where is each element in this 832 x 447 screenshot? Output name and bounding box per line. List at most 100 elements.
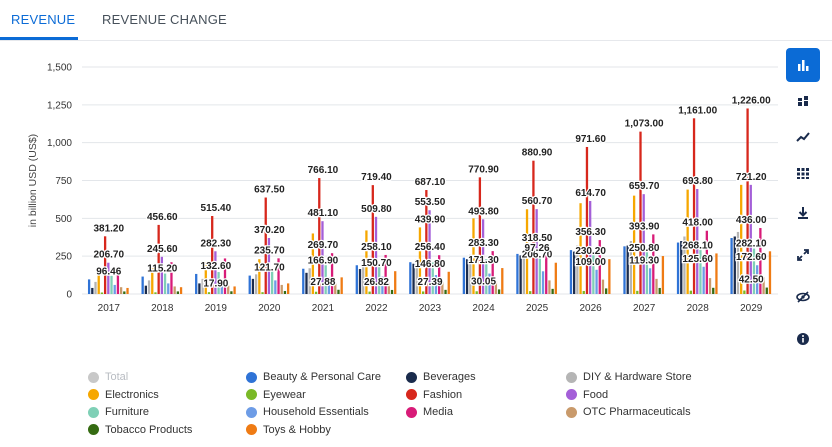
bar (494, 281, 498, 294)
bar (545, 245, 548, 294)
bar (378, 263, 381, 294)
x-tick-label: 2017 (98, 303, 121, 314)
data-label: 245.60 (147, 244, 178, 255)
legend-label: Media (423, 406, 453, 418)
legend-item[interactable]: Toys & Hobby (246, 424, 331, 436)
legend-item[interactable]: Food (566, 389, 608, 401)
bar (91, 287, 94, 294)
bar (636, 290, 639, 294)
legend-item[interactable]: Beauty & Personal Care (246, 371, 381, 383)
data-label: 256.40 (415, 242, 446, 253)
bar (648, 268, 652, 294)
bar (107, 262, 110, 294)
bar (605, 288, 608, 294)
bar (267, 237, 271, 294)
bar (264, 197, 267, 294)
active-tab-indicator (0, 37, 78, 40)
bar (465, 259, 469, 294)
data-label: 1,226.00 (732, 95, 771, 106)
bar (469, 254, 472, 294)
bar (116, 266, 120, 294)
bar (683, 236, 686, 294)
data-label: 146.80 (415, 259, 446, 270)
data-label: 235.70 (254, 245, 285, 256)
data-label: 115.20 (147, 264, 177, 275)
data-label: 1,073.00 (625, 119, 664, 130)
data-label: 436.00 (736, 215, 767, 226)
bar (314, 291, 318, 294)
data-label: 481.10 (308, 208, 339, 219)
legend-swatch (566, 389, 577, 400)
bar (441, 281, 444, 294)
bar (768, 251, 772, 294)
legend-item[interactable]: Electronics (88, 389, 159, 401)
legend-swatch (246, 389, 257, 400)
bar (103, 236, 107, 294)
data-label: 96.46 (96, 266, 121, 277)
x-tick-label: 2026 (579, 303, 602, 314)
data-label: 17.90 (203, 278, 228, 289)
bar (97, 268, 100, 294)
data-label: 719.40 (361, 172, 392, 183)
legend-item[interactable]: Eyewear (246, 389, 306, 401)
bar (384, 254, 387, 294)
download-button[interactable] (786, 196, 820, 230)
legend-item[interactable]: Media (406, 406, 453, 418)
legend-swatch (88, 371, 99, 383)
legend-item[interactable]: Household Essentials (246, 406, 369, 418)
bar (661, 256, 665, 294)
data-label: 283.30 (468, 238, 499, 249)
data-label: 172.60 (736, 252, 767, 263)
bar (330, 253, 334, 294)
bar (110, 275, 113, 294)
fullscreen-button[interactable] (786, 238, 820, 272)
data-label: 370.20 (254, 225, 285, 236)
hide-button[interactable] (786, 280, 820, 314)
legend-swatch (566, 406, 577, 418)
y-tick-label: 250 (55, 252, 72, 263)
bar (141, 276, 144, 294)
bar (123, 291, 126, 294)
bar (689, 290, 692, 294)
data-label: 721.20 (736, 172, 767, 183)
legend-swatch (406, 371, 417, 383)
data-label: 493.80 (468, 206, 499, 217)
legend-item[interactable]: Fashion (406, 389, 462, 401)
bar-chart-button[interactable] (786, 48, 820, 82)
data-label: 766.10 (308, 165, 339, 176)
bar (434, 275, 438, 294)
legend-item[interactable]: DIY & Hardware Store (566, 371, 692, 383)
legend-item[interactable]: Tobacco Products (88, 424, 192, 436)
bar (491, 251, 494, 294)
tab-revenue[interactable]: REVENUE (11, 12, 76, 27)
legend-item[interactable]: Beverages (406, 371, 476, 383)
data-label: 770.90 (468, 164, 499, 175)
table-view-button[interactable] (786, 156, 820, 190)
info-button[interactable] (786, 322, 820, 356)
bar (409, 262, 412, 294)
line-chart-button[interactable] (786, 120, 820, 154)
bar (756, 265, 759, 294)
legend-item[interactable]: Furniture (88, 406, 149, 418)
bar (519, 255, 522, 294)
line-chart-icon (796, 132, 810, 142)
x-tick-label: 2021 (312, 303, 335, 314)
bar (573, 251, 576, 294)
bar (516, 253, 519, 294)
bar (157, 224, 160, 294)
bar (438, 255, 441, 294)
legend-label: Beauty & Personal Care (263, 371, 382, 383)
y-tick-label: 1,500 (47, 63, 72, 74)
legend-item[interactable]: OTC Pharmaceuticals (566, 406, 691, 418)
bar (274, 280, 277, 294)
legend-item[interactable]: Total (88, 371, 128, 383)
tab-revenue-change[interactable]: REVENUE CHANGE (102, 12, 227, 27)
stacked-bar-button[interactable] (786, 84, 820, 118)
data-label: 206.70 (522, 250, 553, 261)
bar (217, 272, 220, 294)
chart-panel: 0 250 500 750 1,000 1,250 1,500 in billion USD … (0, 41, 832, 436)
bar (592, 253, 595, 294)
legend-swatch (88, 424, 99, 435)
bar (254, 274, 258, 294)
bar (632, 195, 636, 294)
